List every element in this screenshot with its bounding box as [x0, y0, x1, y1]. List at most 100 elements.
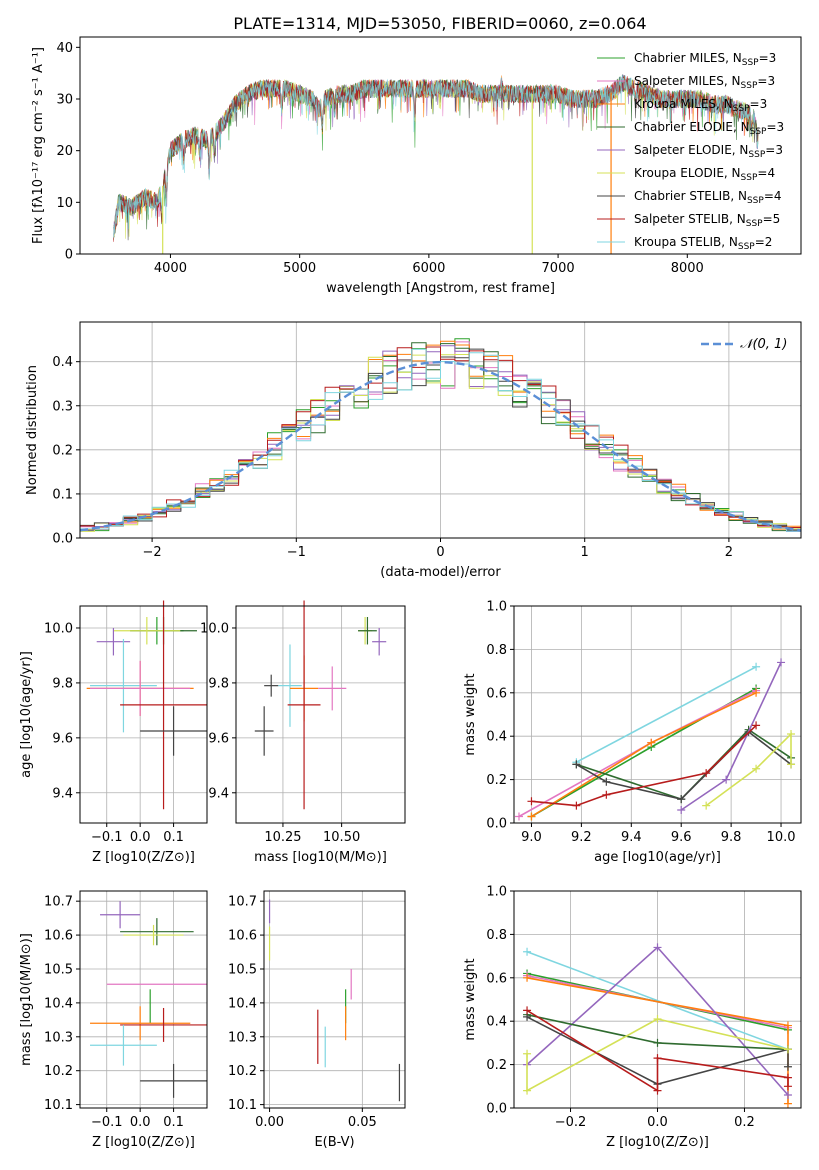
mass-vs-z-panel: −0.1 0.0 0.1 10.1 10.2 10.3 10.4 10.5 10.6 10.7 Z … — [19, 890, 208, 1150]
series-line-ks — [526, 951, 789, 1051]
marker-cs — [783, 1062, 792, 1071]
x-tick-label: 9.6 — [671, 830, 692, 845]
histogram-ks — [80, 348, 801, 532]
series-line-ks — [576, 666, 757, 763]
x-axis-label: mass [log10(M/M⊙)] — [254, 850, 387, 865]
marker-se — [783, 1090, 792, 1099]
x-tick-label: 0.2 — [734, 1115, 755, 1130]
legend-label-ks: Kroupa STELIB, NSSP=2 — [634, 235, 772, 252]
y-tick-label: 10.1 — [44, 1098, 73, 1113]
y-axis-label: age [log10(age/yr)] — [19, 651, 34, 778]
marker-km — [752, 688, 761, 697]
plot-frame — [79, 605, 208, 824]
marker-ks — [523, 947, 532, 956]
marker-ss — [523, 1006, 532, 1015]
legend-label-cs: Chabrier STELIB, NSSP=4 — [634, 189, 782, 206]
x-tick-label: −0.1 — [91, 1115, 123, 1130]
normal-curve — [79, 360, 802, 532]
marker-ke — [653, 1015, 662, 1024]
y-tick-label: 0.2 — [52, 443, 73, 458]
y-axis-label: mass weight — [463, 958, 478, 1040]
marker-ks — [752, 662, 761, 671]
marker-ss — [653, 1086, 662, 1095]
x-tick-label: 0 — [436, 545, 444, 560]
plot-frame — [513, 605, 802, 824]
marker-cs — [677, 795, 686, 804]
marker-km — [783, 1099, 792, 1108]
y-tick-label: 0.4 — [486, 1015, 507, 1030]
y-tick-label: 30 — [56, 93, 73, 108]
plot-frame — [79, 321, 802, 539]
y-tick-label: 9.6 — [52, 731, 73, 746]
x-tick-label: 1 — [581, 545, 589, 560]
y-tick-label: 10.6 — [44, 929, 73, 944]
y-tick-label: 10.2 — [44, 1064, 73, 1079]
y-tick-label: 10.5 — [228, 962, 257, 977]
y-tick-label: 0.0 — [52, 532, 73, 547]
y-tick-label: 0.2 — [486, 773, 507, 788]
y-tick-label: 0.6 — [486, 686, 507, 701]
residuals-panel: −2 −1 0 1 2 0.0 0.1 0.2 0.3 0.4 (data-model)/error… — [25, 321, 802, 580]
y-tick-label: 9.8 — [52, 676, 73, 691]
y-axis-label: Flux [fλ10⁻¹⁷ erg cm⁻² s⁻¹ A⁻¹] — [31, 47, 46, 244]
x-tick-label: 2 — [725, 545, 733, 560]
marker-ke — [752, 764, 761, 773]
legend-label-normal: 𝒩(0, 1) — [740, 337, 787, 352]
y-tick-label: 10.0 — [44, 621, 73, 636]
marker-ke — [787, 730, 796, 739]
marker-ce — [653, 1038, 662, 1047]
x-tick-label: 9.4 — [621, 830, 642, 845]
marker-ke — [523, 1086, 532, 1095]
x-axis-label: E(B-V) — [314, 1135, 354, 1150]
legend-label-sm: Salpeter MILES, NSSP=3 — [634, 74, 775, 91]
y-tick-label: 10.7 — [44, 895, 73, 910]
y-tick-label: 0.8 — [486, 928, 507, 943]
x-tick-label: 9.8 — [721, 830, 742, 845]
y-axis-label: mass weight — [463, 673, 478, 755]
x-axis-label: (data-model)/error — [380, 565, 501, 580]
y-tick-label: 40 — [56, 41, 73, 56]
series-line-ke — [526, 1018, 789, 1092]
age-vs-z-panel: −0.1 0.0 0.1 9.4 9.6 9.8 10.0 Z [log10(Z/Z⊙)] ag… — [19, 600, 208, 865]
marker-ke — [787, 760, 796, 769]
y-tick-label: 0.8 — [486, 643, 507, 658]
x-tick-label: 0.05 — [348, 1115, 377, 1130]
y-tick-label: 10 — [56, 196, 73, 211]
plot-frame — [79, 890, 208, 1109]
marker-km — [527, 812, 536, 821]
x-tick-label: 0.0 — [130, 830, 151, 845]
y-tick-label: 1.0 — [486, 885, 507, 900]
y-tick-label: 9.4 — [208, 786, 229, 801]
x-tick-label: 0.00 — [255, 1115, 284, 1130]
y-tick-label: 10.6 — [228, 929, 257, 944]
massweight-vs-age-panel: 9.0 9.2 9.4 9.6 9.8 10.0 0.0 0.2 0.4 0.6 0.8 1.0 age… — [463, 600, 802, 865]
x-tick-label: 10.25 — [264, 830, 301, 845]
marker-ss — [702, 769, 711, 778]
marker-ke — [523, 1049, 532, 1058]
y-tick-label: 0 — [65, 248, 73, 263]
x-tick-label: 0.1 — [163, 830, 184, 845]
marker-ss — [572, 801, 581, 810]
y-tick-label: 10.4 — [228, 996, 257, 1011]
x-tick-label: 10.0 — [767, 830, 796, 845]
y-tick-label: 10.4 — [44, 996, 73, 1011]
legend-label-km: Kroupa MILES, NSSP=3 — [634, 97, 767, 114]
legend-label-ke: Kroupa ELODIE, NSSP=4 — [634, 166, 775, 183]
y-axis-label: mass [log10(M/M⊙)] — [19, 933, 34, 1066]
mass-vs-ebv-panel: 0.00 0.05 10.1 10.2 10.3 10.4 10.5 10.6 10.7 E(B-… — [228, 890, 406, 1150]
y-tick-label: 20 — [56, 144, 73, 159]
age-vs-mass-panel: 10.25 10.50 9.4 9.6 9.8 10.0 mass [log10(M/M⊙)… — [200, 600, 406, 865]
marker-km — [647, 738, 656, 747]
x-tick-label: 9.0 — [521, 830, 542, 845]
x-tick-label: 9.2 — [571, 830, 592, 845]
marker-se — [722, 775, 731, 784]
plot-frame — [235, 605, 406, 824]
y-tick-label: 10.2 — [228, 1064, 257, 1079]
y-tick-label: 10.3 — [228, 1030, 257, 1045]
y-axis-label: Normed distribution — [25, 365, 40, 495]
x-tick-label: 6000 — [412, 261, 445, 276]
marker-km — [523, 973, 532, 982]
x-axis-label: Z [log10(Z/Z⊙)] — [92, 1135, 195, 1150]
y-tick-label: 10.3 — [44, 1030, 73, 1045]
